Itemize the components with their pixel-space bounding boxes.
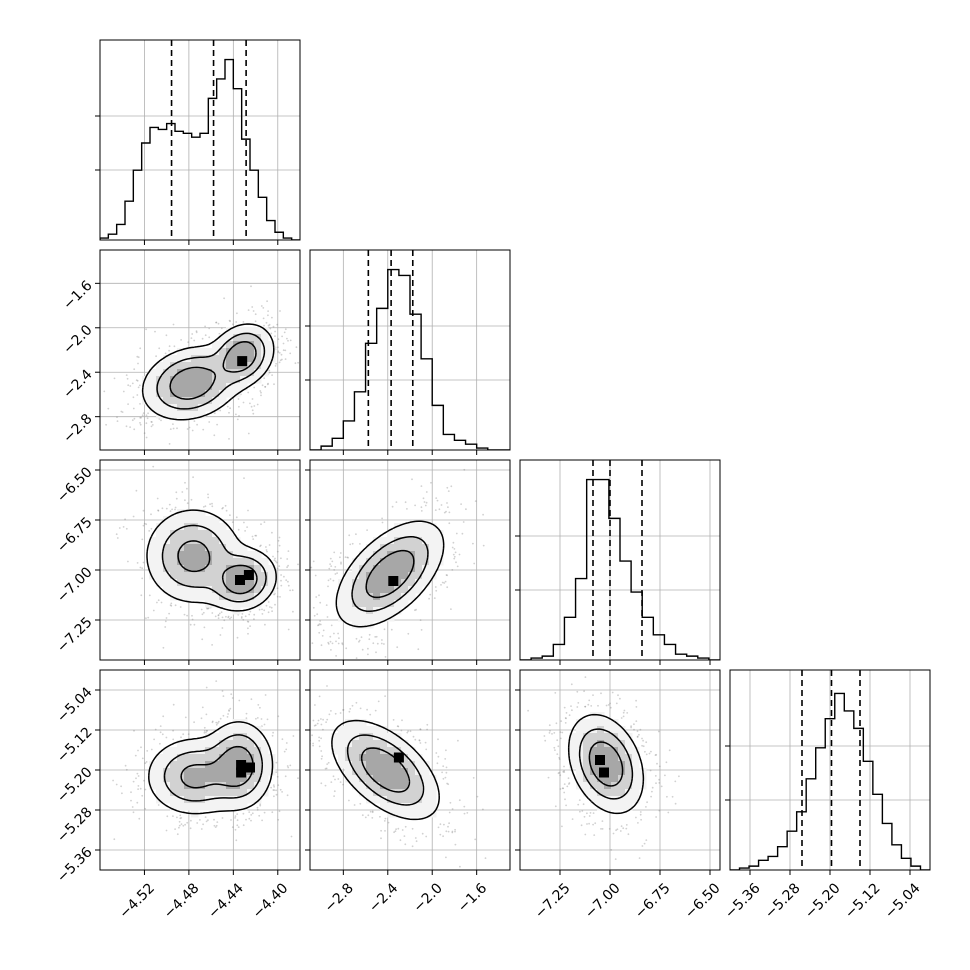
contour-level: [578, 728, 634, 800]
y-tick-label: −5.36: [54, 844, 96, 886]
contour-level: [331, 719, 440, 821]
contour-lines: [141, 323, 275, 421]
contour-level: [567, 713, 645, 815]
contour-lines: [331, 719, 440, 821]
peak-cell: [393, 752, 404, 763]
contour-lines: [567, 713, 645, 815]
panel-frame: [99, 669, 301, 871]
y-tick-label: −5.12: [54, 724, 96, 766]
panel-frame: [729, 669, 931, 871]
contour-level: [360, 747, 411, 793]
peak-cell: [237, 356, 248, 367]
histogram-panel-3: [515, 459, 721, 665]
x-tick-label: −2.8: [322, 880, 357, 915]
density-fill: [338, 523, 444, 629]
contour-level: [335, 520, 445, 628]
panel-frame: [519, 669, 721, 871]
y-tick-label: −6.75: [54, 514, 96, 556]
sample-points: [103, 285, 299, 445]
contour-lines: [146, 509, 277, 612]
peak-cell: [243, 570, 254, 580]
sample-points: [115, 465, 299, 649]
x-tick-label: −5.36: [722, 880, 764, 922]
x-tick-label: −7.25: [532, 880, 574, 922]
contour-level: [346, 734, 425, 806]
density-panel-4-2: [305, 669, 511, 875]
sample-points: [310, 685, 487, 868]
contour-lines: [148, 721, 274, 815]
panel-frame: [99, 249, 301, 451]
y-tick-label: −7.25: [54, 614, 96, 656]
panel-frame: [99, 39, 301, 241]
x-tick-label: −2.0: [410, 880, 445, 915]
peak-cell: [236, 760, 247, 770]
x-tick-label: −5.12: [842, 880, 884, 922]
contour-level: [148, 721, 274, 815]
y-tick-label: −2.8: [60, 411, 95, 446]
y-tick-label: −5.04: [54, 684, 96, 726]
density-fill: [142, 327, 276, 419]
x-tick-label: −4.40: [250, 880, 292, 922]
contour-level: [146, 509, 277, 612]
contour-level: [163, 734, 264, 802]
contour-level: [161, 524, 267, 603]
peak-cell: [595, 755, 605, 765]
contour-level: [141, 323, 275, 421]
peak-cell: [388, 576, 399, 586]
x-tick-label: −5.20: [802, 880, 844, 922]
y-tick-label: −2.0: [60, 322, 95, 357]
sample-points: [310, 468, 485, 659]
panel-frame: [309, 249, 511, 451]
density-panel-2-1: [95, 249, 301, 455]
peak-cell: [236, 767, 247, 778]
histogram-steps: [100, 58, 300, 240]
y-tick-label: −6.50: [54, 464, 96, 506]
y-tick-label: −2.4: [60, 367, 95, 402]
contour-level: [180, 745, 254, 789]
x-tick-label: −4.48: [161, 880, 203, 922]
x-tick-label: −4.52: [116, 880, 158, 922]
density-fill: [331, 719, 437, 818]
x-tick-label: −6.50: [682, 880, 724, 922]
histogram-panel-2: [305, 249, 511, 455]
sample-points: [527, 676, 680, 860]
contour-level: [588, 741, 624, 787]
contour-level: [177, 540, 258, 595]
x-tick-label: −4.44: [205, 880, 247, 922]
contour-level: [169, 341, 257, 400]
histogram-panel-1: [95, 39, 301, 245]
contour-lines: [335, 520, 445, 628]
contour-level: [365, 549, 415, 599]
histogram-panel-4: [725, 669, 931, 875]
x-tick-label: −2.4: [366, 880, 401, 915]
x-tick-label: −5.04: [882, 880, 924, 922]
x-tick-label: −6.75: [632, 880, 674, 922]
histogram-steps: [310, 268, 510, 450]
x-tick-label: −1.6: [455, 880, 490, 915]
x-tick-label: −5.28: [762, 880, 804, 922]
peak-cell: [235, 575, 245, 585]
panel-frame: [99, 459, 301, 661]
panel-frame: [519, 459, 721, 661]
sample-points: [112, 680, 299, 842]
y-tick-label: −1.6: [60, 278, 95, 313]
y-tick-label: −5.20: [54, 764, 96, 806]
x-tick-label: −7.00: [582, 880, 624, 922]
y-tick-label: −5.28: [54, 804, 96, 846]
contour-level: [351, 536, 429, 612]
density-panel-4-3: [515, 669, 721, 875]
peak-cell: [245, 762, 255, 773]
density-panel-3-1: [95, 459, 301, 665]
density-panel-3-2: [305, 459, 511, 665]
peak-cell: [599, 767, 609, 778]
histogram-steps: [520, 478, 720, 660]
panel-frame: [309, 459, 511, 661]
density-panel-4-1: [95, 669, 301, 875]
panel-frame: [309, 669, 511, 871]
histogram-steps: [730, 692, 930, 870]
contour-level: [156, 332, 266, 410]
y-tick-label: −7.00: [54, 564, 96, 606]
